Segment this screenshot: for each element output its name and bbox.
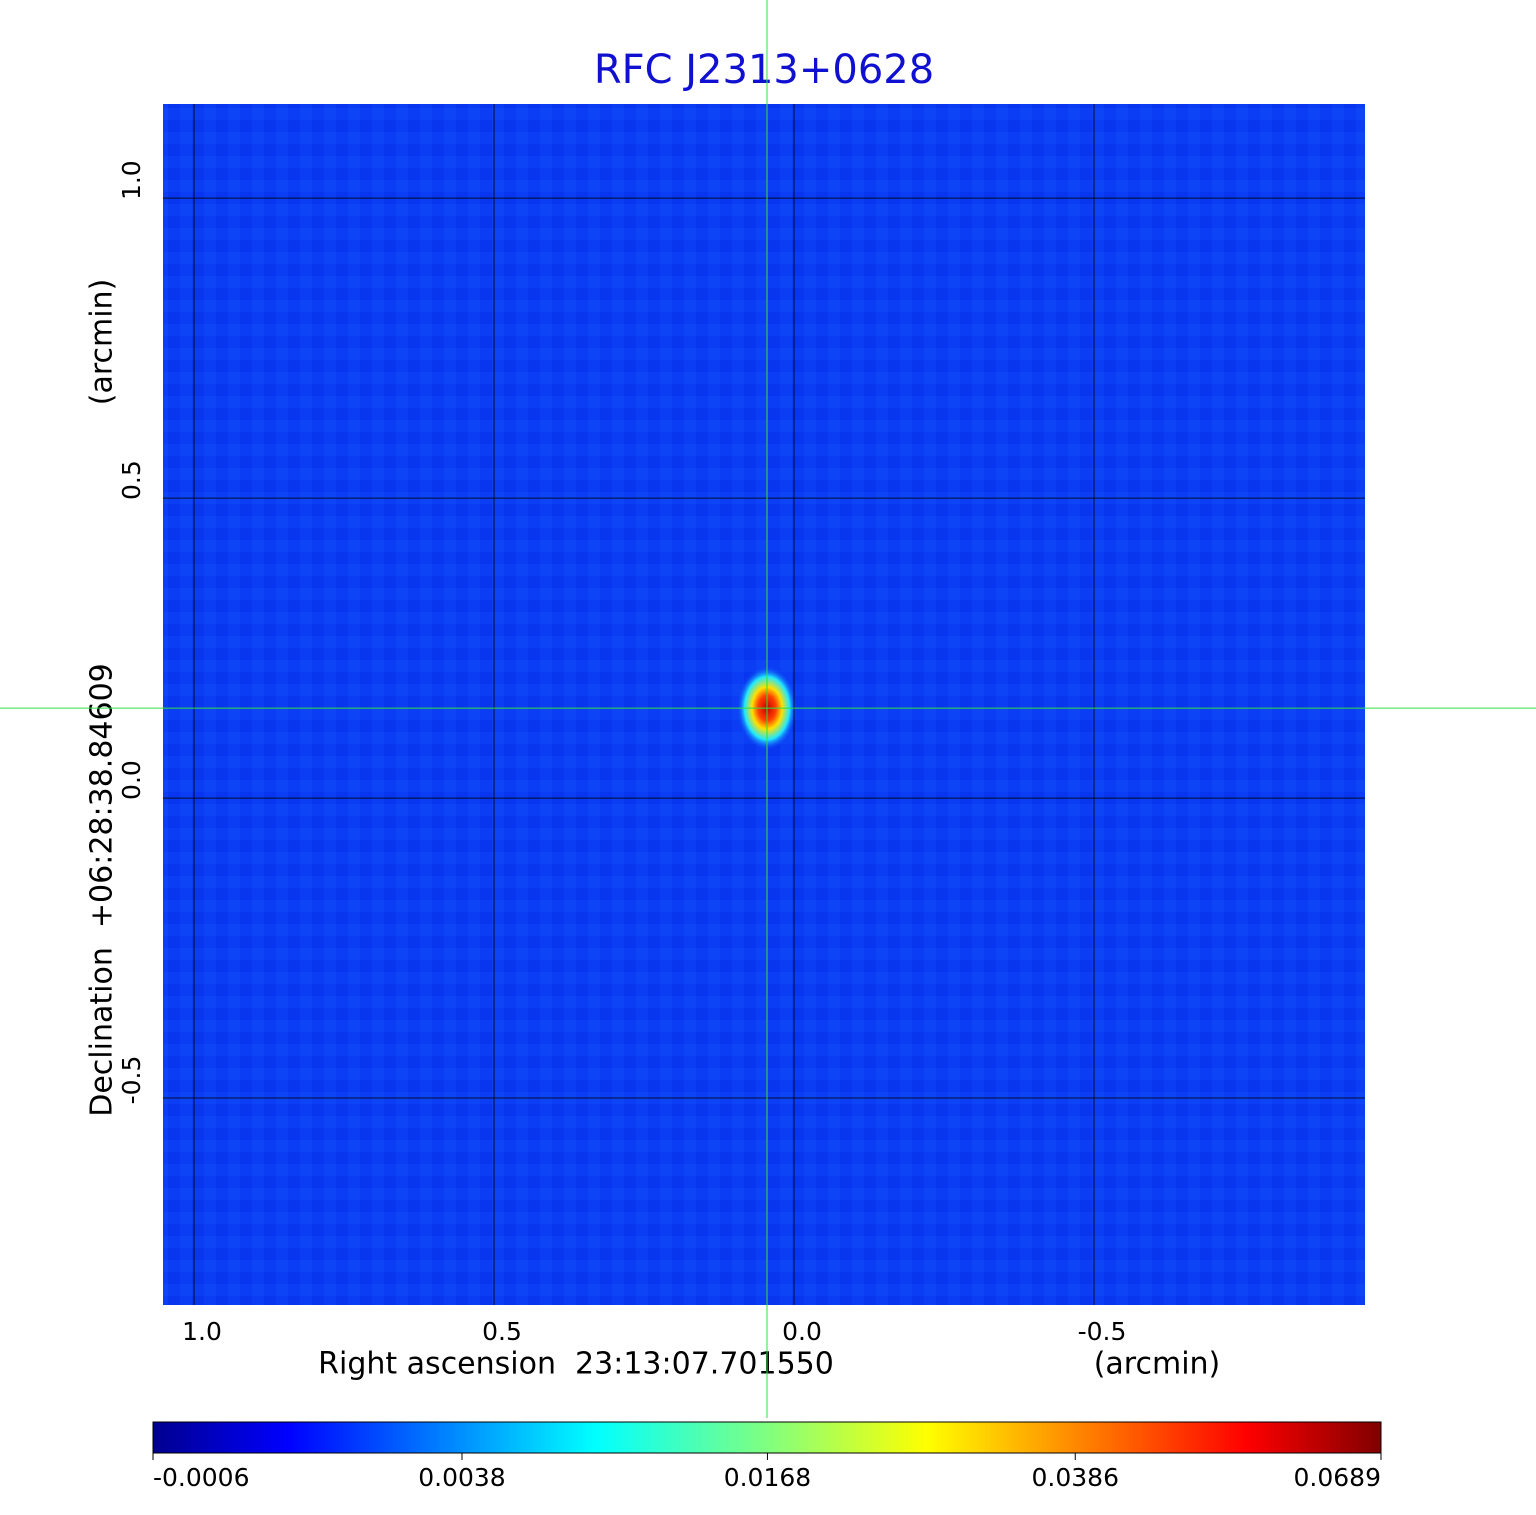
colorbar-tick-label: 0.0386	[1032, 1463, 1119, 1492]
colorbar	[152, 1421, 1382, 1454]
colorbar-tick-label: 0.0038	[418, 1463, 505, 1492]
y-axis-label: Declination +06:28:38.84609	[85, 663, 120, 1117]
colorbar-tick-label: 0.0168	[724, 1463, 811, 1492]
chart-title: RFC J2313+0628	[594, 47, 934, 93]
x-tick-label: -0.5	[1078, 1317, 1127, 1346]
x-axis-unit: (arcmin)	[1094, 1347, 1221, 1382]
x-axis-label: Right ascension 23:13:07.701550	[318, 1347, 834, 1382]
y-tick-label: 1.0	[117, 160, 146, 200]
x-tick-label: 0.5	[482, 1317, 522, 1346]
x-tick-label: 1.0	[182, 1317, 222, 1346]
y-tick-label: -0.5	[117, 1056, 146, 1105]
colorbar-tick-label: 0.0689	[1294, 1463, 1381, 1492]
y-axis-unit: (arcmin)	[85, 279, 120, 406]
x-tick-label: 0.0	[782, 1317, 822, 1346]
y-tick-label: 0.0	[117, 760, 146, 800]
colorbar-tick-label: -0.0006	[153, 1463, 250, 1492]
y-tick-label: 0.5	[117, 460, 146, 500]
